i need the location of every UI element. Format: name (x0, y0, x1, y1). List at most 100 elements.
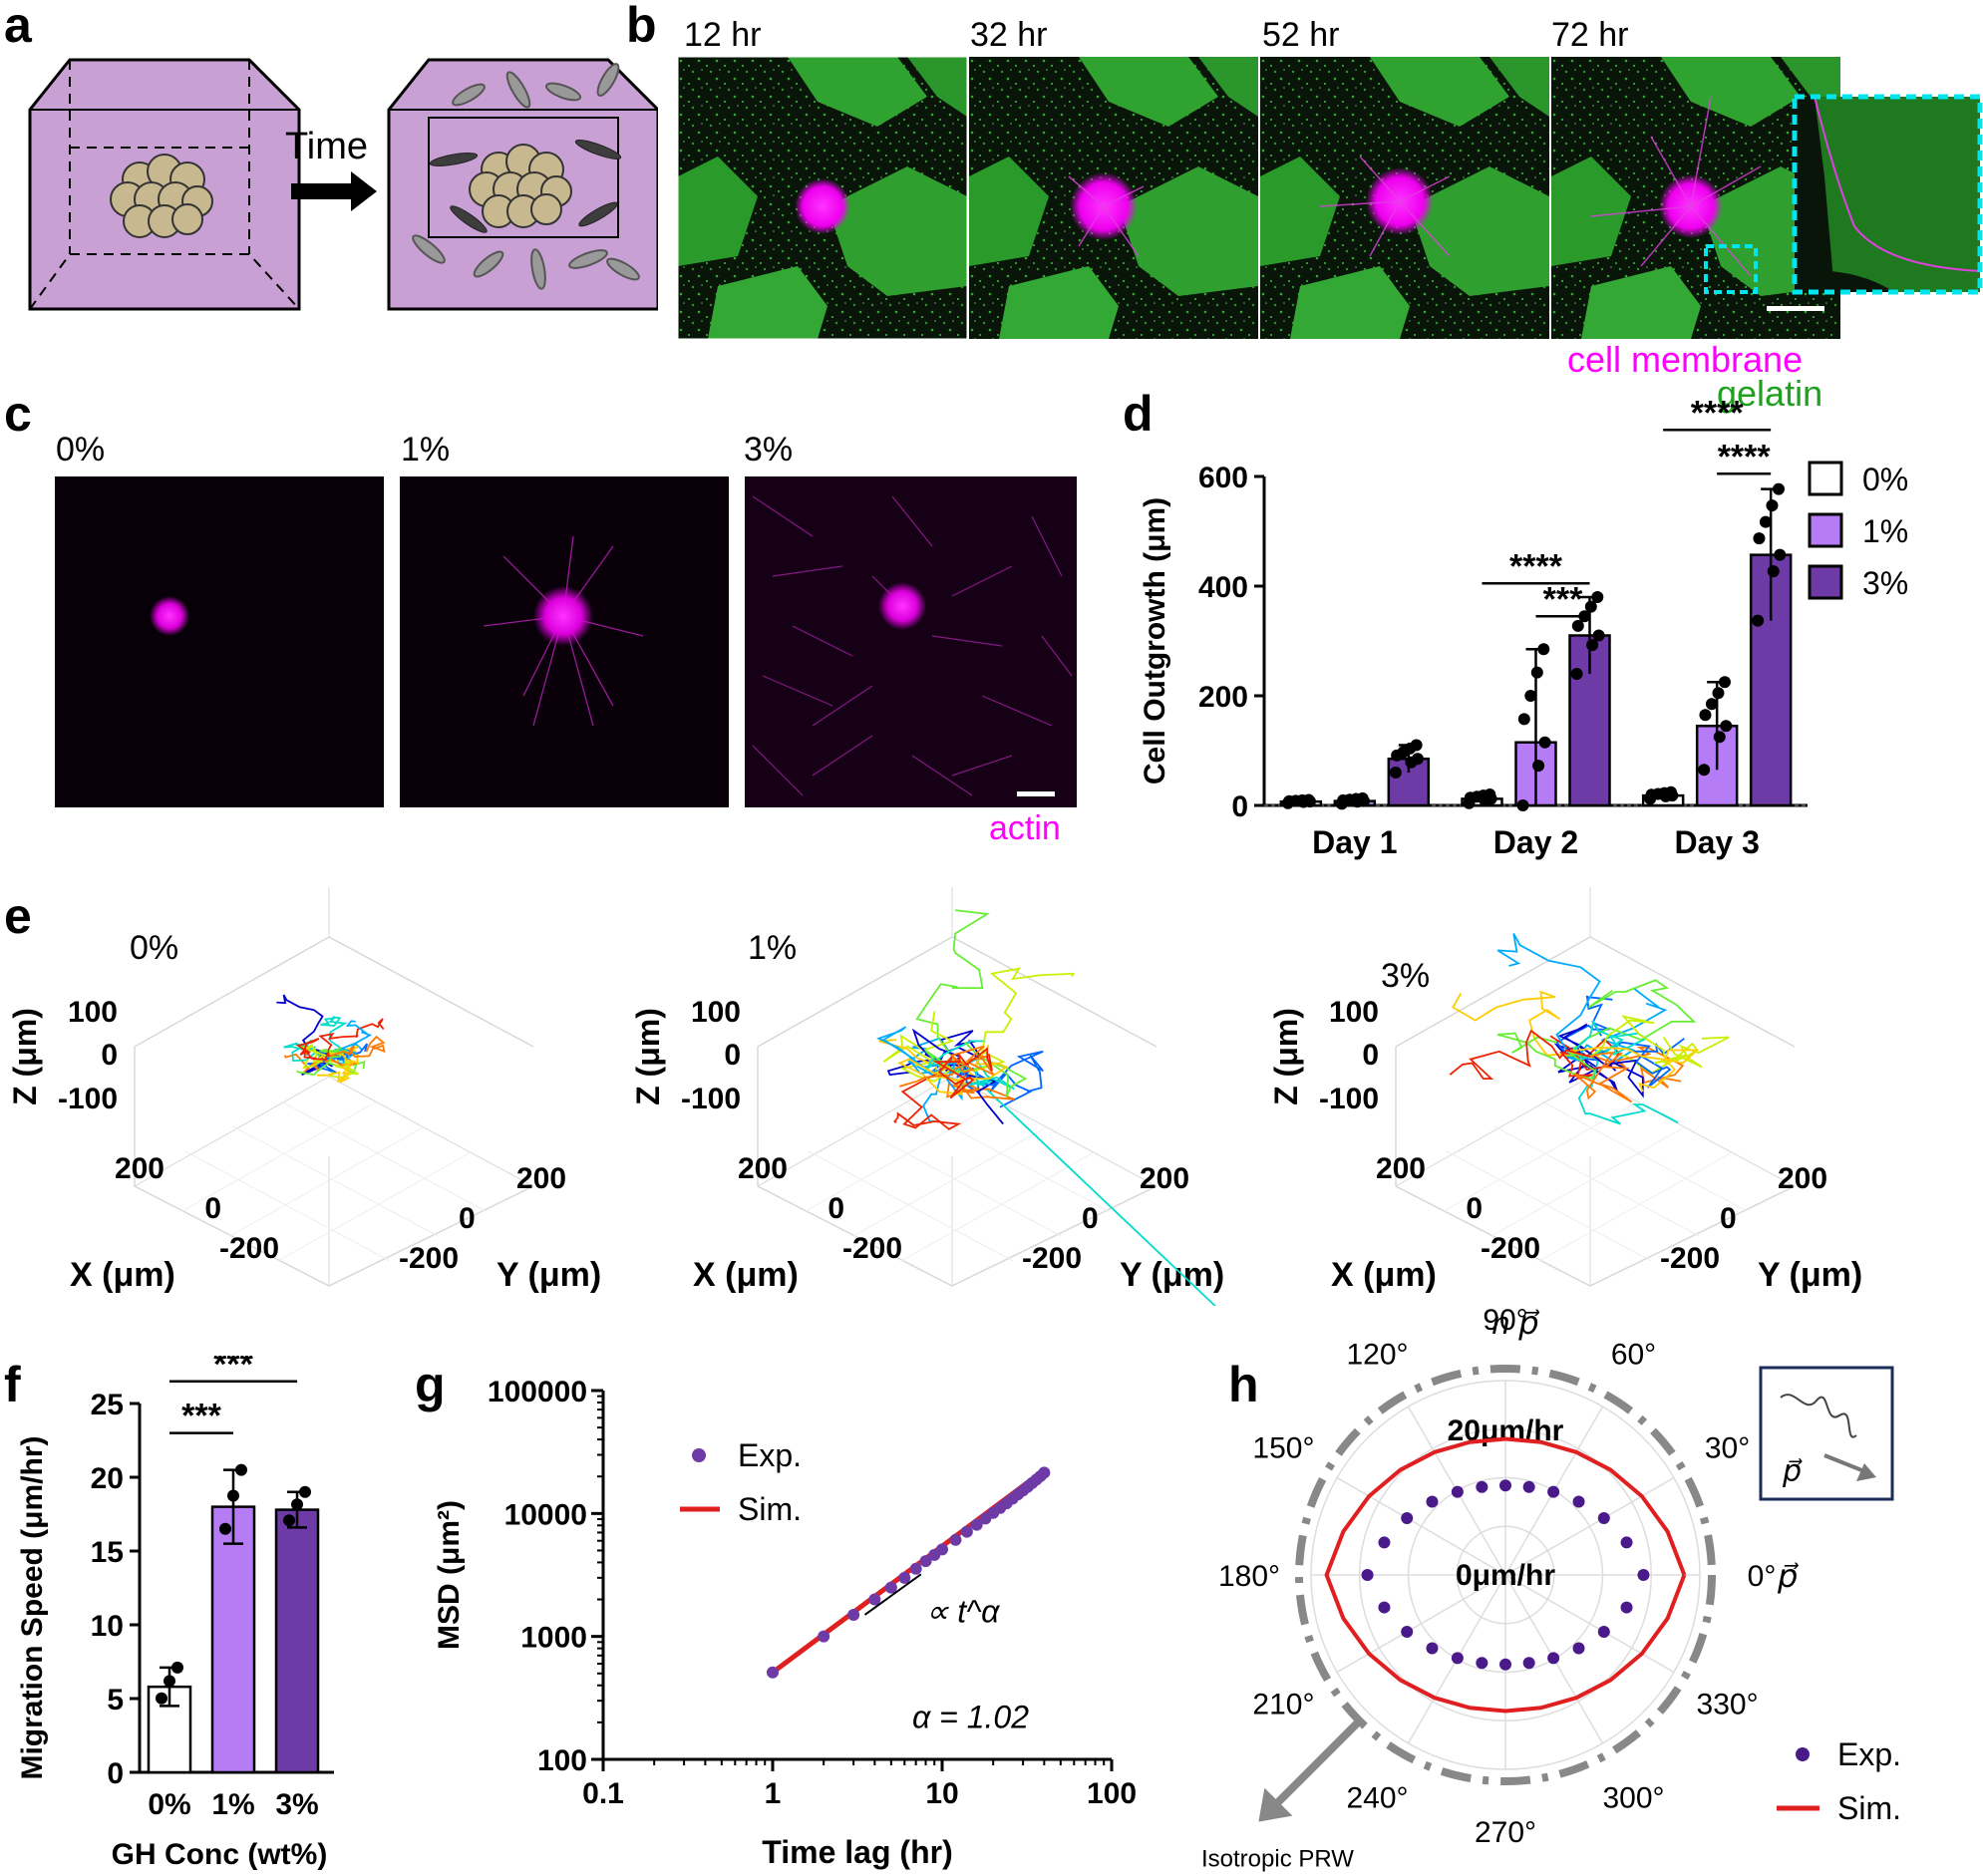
z-axis-label: Z (μm) (7, 1008, 43, 1105)
conc-label-3: 3% (744, 431, 794, 469)
x-tick-label: Day 2 (1493, 824, 1578, 860)
angle-label: 60° (1611, 1338, 1656, 1371)
y-tick-label: 10000 (504, 1498, 587, 1531)
x-tick-label: 0 (204, 1192, 221, 1225)
data-point (1038, 1466, 1051, 1479)
data-point (1572, 1495, 1585, 1508)
legend-label: Exp. (738, 1437, 802, 1473)
data-point (970, 1518, 983, 1531)
conc-label-1: 1% (401, 431, 451, 469)
legend-label: 1% (1862, 513, 1908, 549)
data-point (1586, 639, 1599, 652)
legend-label: 3% (1862, 565, 1908, 601)
angle-label: 300° (1602, 1782, 1664, 1815)
y-axis-label: Cell Outgrowth (μm) (1139, 497, 1171, 784)
inset-zoom (1792, 94, 1983, 295)
polar-velocity-chart: 0° 30° 60° 90° 120° 150° 180° 210° 240° 270° 300° 3… (1201, 1306, 1901, 1873)
data-point (219, 1522, 231, 1535)
angle-label: 240° (1346, 1782, 1408, 1815)
time-label-52hr: 52 hr (1262, 16, 1340, 54)
data-point (1499, 1658, 1511, 1671)
angle-label: 210° (1252, 1689, 1314, 1721)
msd-chart: 100 1000 10000 100000 0.1 1 10 100 Time lag (hr)… (433, 1376, 1137, 1870)
panel-label-g: g (415, 1357, 446, 1412)
x-tick-label: Day 3 (1674, 824, 1759, 860)
sim-curve (1324, 1436, 1687, 1714)
panel-label-e: e (4, 888, 32, 944)
grid-spoke (1504, 1574, 1675, 1674)
significance-label: *** (1543, 580, 1583, 618)
data-point (1405, 756, 1418, 769)
y-tick-label: 0 (1720, 1202, 1737, 1235)
data-point (1712, 687, 1725, 700)
trajectory (328, 1035, 386, 1058)
x-axis-label: X (μm) (70, 1256, 175, 1294)
data-point (1537, 643, 1550, 656)
y-tick-label: -200 (1660, 1242, 1720, 1275)
data-point (1774, 548, 1787, 561)
data-point (884, 1581, 897, 1594)
isotropic-arrow (1273, 1718, 1363, 1807)
data-point (1620, 1601, 1633, 1614)
x-tick-label: -200 (1481, 1232, 1540, 1265)
data-point (1389, 767, 1402, 779)
data-point (960, 1525, 973, 1538)
data-point (227, 1489, 239, 1502)
data-point (1532, 760, 1545, 773)
trajectory (296, 1046, 348, 1077)
legend-swatch (1808, 512, 1843, 548)
trajectory (893, 1056, 962, 1130)
data-point (235, 1463, 247, 1476)
data-point (1720, 720, 1733, 733)
x-axis-label: Time lag (hr) (762, 1834, 952, 1870)
data-point (156, 1692, 167, 1705)
data-point (1516, 799, 1529, 811)
conc-label: 0% (130, 929, 178, 967)
panel-label-h: h (1228, 1357, 1259, 1412)
data-point (1538, 736, 1551, 749)
inset-box (1704, 244, 1758, 294)
inset-trajectory (1780, 1394, 1857, 1438)
data-point (1530, 666, 1543, 679)
actin-images (55, 476, 1077, 807)
r-label-inner: 0μm/hr (1456, 1559, 1555, 1592)
x-tick-label: 100 (1087, 1777, 1137, 1810)
y-axis-label: Y (μm) (496, 1256, 601, 1294)
data-point (1499, 1479, 1511, 1492)
conc-label-0: 0% (56, 431, 106, 469)
data-point (1476, 1657, 1488, 1670)
data-point (1698, 764, 1711, 777)
data-point (1378, 1536, 1391, 1549)
data-point (1772, 482, 1785, 495)
data-point (1659, 789, 1672, 802)
angle-label: 0° (1748, 1560, 1777, 1593)
data-point (1426, 1495, 1439, 1508)
data-point (1718, 676, 1731, 689)
trajectory (882, 1011, 973, 1083)
y-tick-label: 200 (1198, 681, 1248, 714)
data-point (847, 1608, 860, 1621)
data-point (909, 1562, 922, 1575)
data-point (1597, 1511, 1610, 1524)
trajectory (896, 1044, 1009, 1095)
z-tick-label: 100 (68, 996, 118, 1029)
trajectory (1496, 1032, 1596, 1081)
data-point (283, 1514, 295, 1527)
angle-label: 120° (1346, 1338, 1408, 1371)
data-point (1401, 1626, 1414, 1639)
trajectory (318, 1046, 360, 1075)
trajectory (295, 1038, 330, 1061)
slope-annotation: ∝ t^α (926, 1594, 1001, 1630)
trajectory (932, 1047, 993, 1099)
time-arrow-icon (291, 171, 377, 211)
alpha-annotation: α = 1.02 (912, 1700, 1029, 1735)
data-point (291, 1498, 303, 1511)
data-point (1713, 731, 1726, 744)
trajectory (951, 967, 1076, 1073)
data-point (868, 1593, 881, 1606)
time-label-32hr: 32 hr (970, 16, 1048, 54)
y-tick-label: 10 (91, 1610, 124, 1643)
slope-guide (863, 1573, 922, 1616)
